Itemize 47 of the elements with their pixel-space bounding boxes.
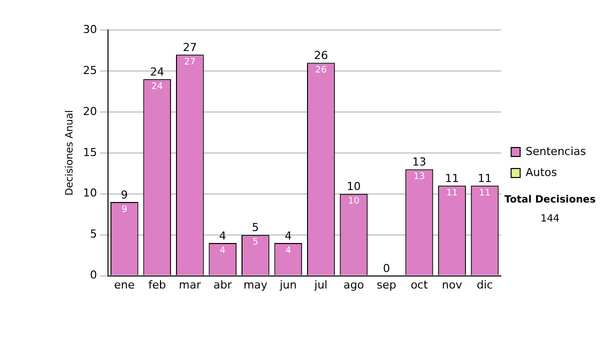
data-label: 11 [479,188,490,199]
x-tick-label: oct [410,278,428,292]
x-tick-label: mar [178,278,202,292]
total-label: 24 [150,66,164,79]
total-label: 4 [219,229,226,242]
y-tick-label: 10 [82,186,97,200]
text: Total Decisiones [504,194,596,206]
x-tick-label: ene [114,278,135,292]
y-tick-label: 5 [90,228,97,241]
total-label: 5 [252,221,259,234]
data-label: 10 [348,196,360,207]
data-label: 24 [151,82,164,92]
x-tick-label: jun [278,278,297,292]
y-tick-label: 20 [82,104,97,118]
x-tick-label: may [243,278,268,292]
total-label: 13 [412,156,426,169]
data-label: 11 [446,188,458,199]
x-tick-label: nov [442,278,463,292]
x-tick-label: sep [376,278,396,292]
y-axis-title: Decisiones Anual [64,110,76,196]
y-tick-label: 30 [82,22,97,36]
text: 144 [540,214,560,225]
data-label: 26 [315,66,327,76]
total-label: 9 [120,188,128,202]
total-label: 27 [182,40,197,54]
legend-label: Sentencias [526,144,586,158]
total-label: 26 [314,49,328,62]
x-tick-label: ago [343,278,364,292]
data-label: 4 [220,246,226,256]
y-tick-label: 25 [82,64,97,77]
y-tick-label: 15 [82,146,97,159]
total-label: 4 [284,229,292,242]
data-label: 4 [285,246,292,256]
x-tick-label: abr [214,278,232,292]
x-tick-label: dic [476,278,493,292]
total-label: 11 [445,172,460,186]
data-label: 9 [122,204,128,215]
legend-label: Autos [526,166,558,179]
x-tick-label: feb [148,278,166,292]
total-label: 10 [346,180,361,194]
data-label: 27 [184,57,196,68]
total-label: 0 [382,262,390,276]
x-tick-label: jul [313,278,328,292]
y-tick-label: 0 [90,268,97,282]
data-label: 5 [252,238,258,248]
total-label: 11 [478,172,492,186]
data-label: 13 [414,172,425,182]
